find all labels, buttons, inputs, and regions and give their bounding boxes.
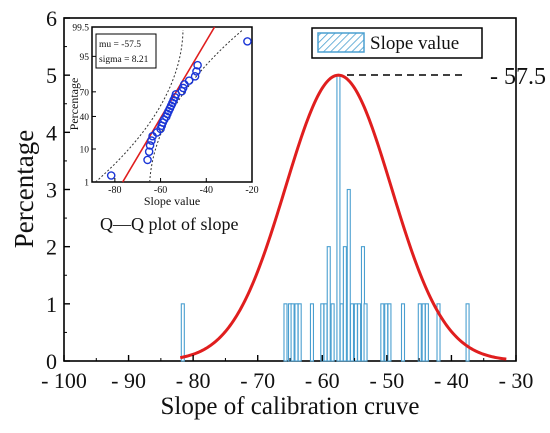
y-tick-label: 3 <box>46 178 57 203</box>
qq-x-tick-label: -40 <box>200 185 213 196</box>
qq-stat-mu: mu = -57.5 <box>99 40 141 50</box>
histogram-bar <box>297 303 302 362</box>
histogram-bar <box>346 188 351 362</box>
histogram-bar <box>283 303 288 362</box>
qq-point <box>147 136 156 145</box>
histogram-bar <box>380 303 385 362</box>
histogram-bar <box>294 303 299 362</box>
y-tick-label: 2 <box>46 235 57 260</box>
x-tick-label: - 30 <box>499 368 534 393</box>
qq-x-tick-label: -60 <box>154 185 167 196</box>
qq-x-ticks: -80 -60 -40 -20 <box>108 178 259 196</box>
qq-point <box>106 171 116 180</box>
legend: Slope value <box>311 27 483 59</box>
x-tick-label: - 40 <box>434 368 469 393</box>
qq-point <box>143 155 152 165</box>
x-axis-ticks: - 100 - 90 - 80 - 70 - 60 - 50 - 40 - 30 <box>41 355 533 393</box>
qq-point <box>193 60 202 70</box>
x-tick-label: - 80 <box>176 368 211 393</box>
histogram-bar <box>342 246 347 362</box>
x-tick-label: - 100 <box>41 368 87 393</box>
qq-point <box>192 67 201 76</box>
histogram-bar <box>436 303 441 362</box>
qq-x-tick-label: -80 <box>108 185 121 196</box>
qq-y-ticks: 1 10 40 70 95 99.5 <box>72 24 96 189</box>
histogram-bar <box>424 303 429 362</box>
qq-point <box>145 141 155 150</box>
histogram-bar <box>290 303 295 362</box>
peak-annotation-label: - 57.5 <box>490 64 546 90</box>
qq-point <box>184 76 194 85</box>
x-axis-label: Slope of calibration cruve <box>161 393 420 420</box>
y-tick-label: 5 <box>46 63 57 88</box>
qq-point <box>243 37 252 46</box>
qq-y-tick-label: 40 <box>80 113 90 123</box>
qq-x-tick-label: -20 <box>245 185 258 196</box>
qq-point <box>144 147 154 156</box>
histogram-bar <box>363 303 368 362</box>
qq-point <box>178 83 188 93</box>
histogram-bar <box>417 303 422 362</box>
x-tick-label: - 60 <box>305 368 340 393</box>
qq-y-tick-label: 99.5 <box>72 24 89 34</box>
y-tick-label: 0 <box>46 349 57 374</box>
qq-band-line <box>149 29 243 183</box>
qq-inset: -80 -60 -40 -20 1 10 40 70 95 99.5 mu = -57.5 si… <box>67 24 259 235</box>
qq-points <box>106 37 252 180</box>
qq-x-axis-label: Slope value <box>144 194 200 208</box>
qq-plot-frame <box>91 26 253 183</box>
histogram-bar <box>309 303 315 362</box>
histogram-bar <box>330 303 335 362</box>
y-axis-ticks: 0 1 2 3 4 5 6 <box>46 6 70 374</box>
legend-swatch <box>317 32 365 53</box>
qq-point <box>190 71 200 81</box>
qq-y-axis-label: Percentage <box>67 78 81 131</box>
y-tick-label: 6 <box>46 6 57 31</box>
qq-stat-sigma: sigma = 8.21 <box>99 55 149 65</box>
histogram-bar <box>339 303 344 362</box>
histogram-bar <box>336 74 341 362</box>
histogram-bar <box>384 303 389 362</box>
qq-y-tick-label: 1 <box>84 179 89 189</box>
histogram-bar <box>349 303 355 362</box>
histogram-bar <box>387 303 392 362</box>
histogram-bar <box>320 303 325 362</box>
histogram-bar <box>421 303 426 362</box>
normal-fit-curve <box>179 73 507 361</box>
histogram-bar <box>400 303 406 362</box>
histogram-bar <box>180 303 185 362</box>
qq-y-tick-label: 10 <box>80 146 90 156</box>
histogram-bar <box>353 303 358 362</box>
x-tick-label: - 90 <box>111 368 146 393</box>
histogram-bar <box>465 303 470 362</box>
histogram-bar <box>326 246 331 362</box>
qq-y-tick-label: 70 <box>80 88 90 98</box>
y-tick-label: 4 <box>46 120 57 145</box>
qq-plot-title: Q—Q plot of slope <box>100 214 239 234</box>
qq-stats-box <box>95 33 157 69</box>
x-tick-label: - 50 <box>369 368 404 393</box>
histogram-bar <box>323 303 328 362</box>
x-tick-label: - 70 <box>240 368 275 393</box>
y-tick-label: 1 <box>46 292 57 317</box>
y-axis-label: Percentage <box>9 130 39 248</box>
qq-y-tick-label: 95 <box>80 53 90 63</box>
qq-band-line <box>95 30 184 183</box>
legend-label: Slope value <box>370 33 459 54</box>
histogram-bar <box>357 303 362 362</box>
